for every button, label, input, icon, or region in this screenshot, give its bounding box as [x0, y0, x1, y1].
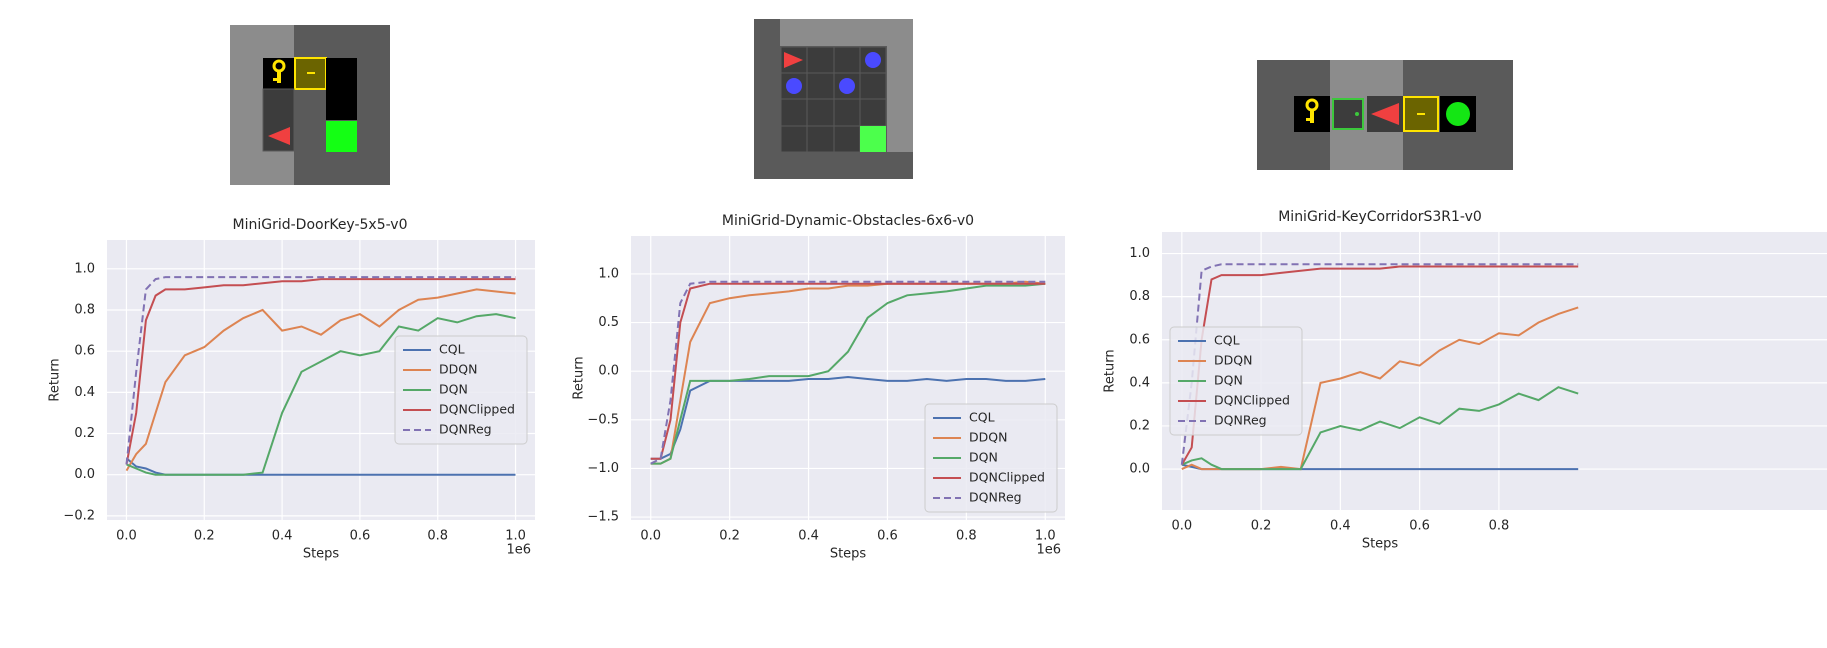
x-axis-label: Steps: [830, 547, 867, 562]
legend-label: DQNClipped: [1214, 393, 1290, 408]
y-tick-label: 1.0: [74, 261, 95, 276]
y-axis-label: Return: [48, 358, 63, 401]
chart-title: MiniGrid-KeyCorridorS3R1-v0: [1278, 209, 1482, 225]
y-axis-label: Return: [572, 356, 587, 399]
y-tick-label: −1.5: [587, 510, 619, 525]
x-tick-label: 1.0: [505, 529, 526, 544]
y-tick-label: 1.0: [1129, 246, 1150, 261]
x-tick-label: 0.6: [1409, 519, 1430, 534]
x-offset-label: 1e6: [1036, 543, 1061, 558]
legend: CQL DDQN DQN DQNClipped DQNReg: [394, 335, 528, 445]
series-line: [1181, 386, 1579, 471]
x-offset-label: 1e6: [506, 543, 531, 558]
series-line: [1180, 263, 1579, 465]
legend-box: [924, 403, 1058, 513]
legend-label: DQNClipped: [439, 402, 515, 417]
legend-label: CQL: [969, 410, 995, 425]
legend-box: [1169, 326, 1303, 436]
series-line: [1180, 265, 1579, 466]
plot: MiniGrid-DoorKey-5x5-v0 −0.2 0.0 0.2 0.4 0.6 0…: [48, 217, 535, 562]
y-tick-label: 0.4: [74, 385, 95, 400]
x-axis-label: Steps: [1362, 537, 1399, 552]
y-tick-label: −1.0: [587, 461, 619, 476]
env-dynamic-obstacles: [754, 19, 913, 179]
x-tick-label: 0.2: [719, 529, 740, 544]
plot: MiniGrid-Dynamic-Obstacles-6x6-v0 −1.5 −1.…: [572, 213, 1065, 562]
x-tick-label: 0.4: [272, 529, 293, 544]
x-tick-label: 0.8: [956, 529, 977, 544]
x-tick-label: 0.8: [1489, 519, 1510, 534]
legend-label: DDQN: [439, 362, 477, 377]
legend-label: DQN: [969, 450, 998, 465]
legend-label: CQL: [1214, 333, 1240, 348]
legend-label: DQNReg: [1214, 413, 1267, 428]
x-tick-label: 0.8: [427, 529, 448, 544]
x-tick-label: 0.6: [350, 529, 371, 544]
y-tick-label: 1.0: [598, 266, 619, 281]
series-line: [125, 276, 516, 465]
x-axis-label: Steps: [303, 547, 340, 562]
series-group: [650, 280, 1046, 465]
legend-label: DQN: [1214, 373, 1243, 388]
x-tick-label: 0.0: [640, 529, 661, 544]
series-group: [125, 276, 516, 476]
y-tick-label: 0.0: [598, 364, 619, 379]
y-tick-label: 0.6: [74, 344, 95, 359]
x-tick-label: 0.2: [194, 529, 215, 544]
env-doorkey: [230, 25, 390, 185]
legend-label: DQNReg: [969, 490, 1022, 505]
env-keycorridor: [1257, 60, 1513, 170]
series-line: [650, 282, 1046, 465]
y-tick-label: 0.2: [74, 426, 95, 441]
x-tick-label: 0.4: [798, 529, 819, 544]
x-tick-label: 0.6: [877, 529, 898, 544]
legend-label: DDQN: [1214, 353, 1252, 368]
series-group: [1180, 263, 1579, 471]
y-tick-label: 0.8: [74, 303, 95, 318]
plot: MiniGrid-KeyCorridorS3R1-v0 0.0 0.2 0.4 0.6 0…: [1103, 209, 1827, 552]
y-tick-label: 0.4: [1129, 375, 1150, 390]
series-line: [650, 282, 1046, 460]
series-line: [650, 375, 1046, 460]
y-tick-label: 0.8: [1129, 289, 1150, 304]
y-tick-label: 0.6: [1129, 332, 1150, 347]
series-line: [125, 288, 516, 472]
y-tick-label: 0.0: [1129, 462, 1150, 477]
legend-label: DQNReg: [439, 422, 492, 437]
legend-label: DQN: [439, 382, 468, 397]
x-tick-label: 0.0: [1171, 519, 1192, 534]
y-tick-label: 0.5: [598, 315, 619, 330]
y-axis-label: Return: [1103, 349, 1118, 392]
legend-box: [394, 335, 528, 445]
x-tick-label: 0.4: [1330, 519, 1351, 534]
y-tick-label: −0.5: [587, 412, 619, 427]
x-tick-label: 0.0: [116, 529, 137, 544]
y-tick-label: 0.2: [1129, 418, 1150, 433]
legend-label: DQNClipped: [969, 470, 1045, 485]
chart-title: MiniGrid-Dynamic-Obstacles-6x6-v0: [722, 213, 974, 229]
chart-title: MiniGrid-DoorKey-5x5-v0: [233, 217, 408, 233]
series-line: [126, 313, 516, 476]
y-tick-label: 0.0: [74, 467, 95, 482]
series-line: [650, 280, 1046, 465]
x-tick-label: 0.2: [1251, 519, 1272, 534]
y-tick-label: −0.2: [63, 508, 95, 523]
legend-label: CQL: [439, 342, 465, 357]
x-tick-label: 1.0: [1035, 529, 1056, 544]
legend: CQL DDQN DQN DQNClipped DQNReg: [1169, 326, 1303, 436]
legend: CQL DDQN DQN DQNClipped DQNReg: [924, 403, 1058, 513]
legend-label: DDQN: [969, 430, 1007, 445]
series-line: [1181, 306, 1579, 471]
series-line: [125, 278, 516, 465]
